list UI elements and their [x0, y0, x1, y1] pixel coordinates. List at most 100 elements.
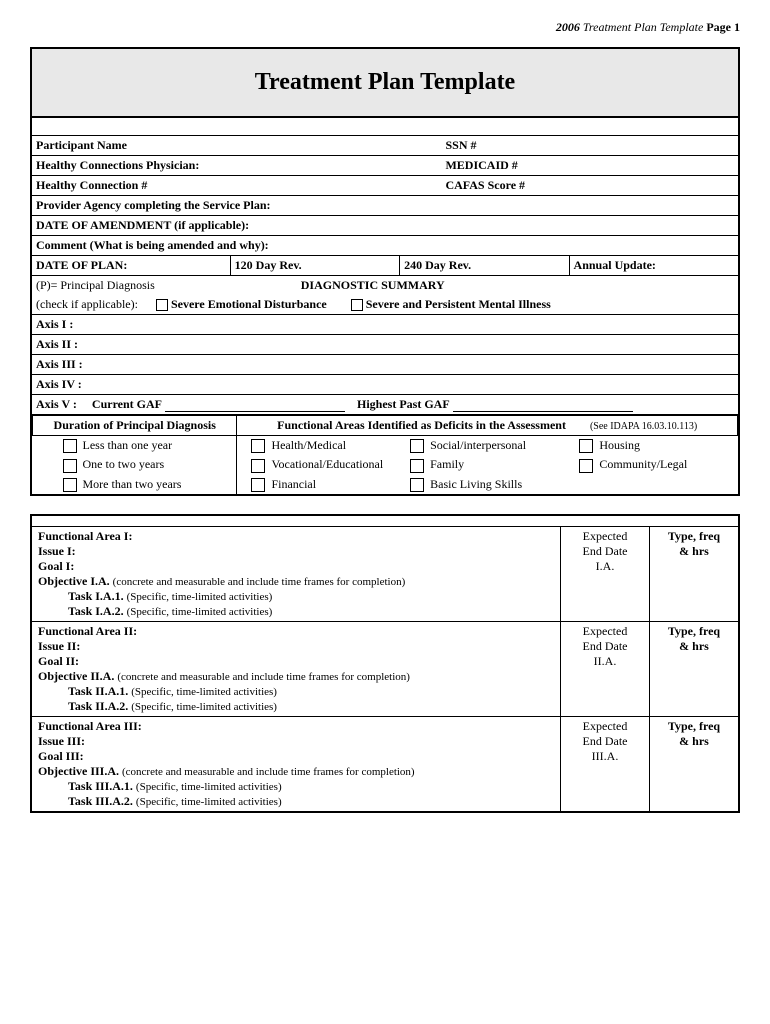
fa2-issue: Issue II:: [38, 639, 554, 654]
axis5-label: Axis V :: [36, 397, 77, 411]
participant-name-label: Participant Name: [32, 136, 441, 156]
hdr-doc: Treatment Plan Template: [583, 20, 703, 34]
page-header: 2006 Treatment Plan Template Page 1: [30, 20, 740, 35]
fa3-issue: Issue III:: [38, 734, 554, 749]
dur2-label: One to two years: [83, 457, 165, 471]
fa1-obj-note: (concrete and measurable and include tim…: [113, 576, 406, 588]
fa1-expected: Expected: [583, 529, 628, 543]
fa2-expected: Expected: [583, 624, 628, 638]
current-gaf-field[interactable]: [165, 399, 345, 412]
axis3-label: Axis III :: [32, 355, 738, 375]
fa2-t2: Task II.A.2.: [68, 699, 128, 713]
fa2-type: Type, freq: [668, 624, 720, 638]
fa1-hrs: & hrs: [679, 544, 709, 558]
fa2-goal: Goal II:: [38, 654, 554, 669]
duration-header: Duration of Principal Diagnosis: [33, 416, 237, 436]
f3-label: Financial: [271, 477, 316, 491]
p-diagnosis-label: (P)= Principal Diagnosis: [36, 278, 155, 292]
fa1-area: Functional Area I:: [38, 529, 554, 544]
f2-label: Vocational/Educational: [271, 457, 383, 471]
date-plan-label: DATE OF PLAN:: [32, 256, 230, 276]
dur3-checkbox[interactable]: [63, 478, 77, 492]
f1-checkbox[interactable]: [251, 439, 265, 453]
dur3-label: More than two years: [83, 477, 182, 491]
fa1-type: Type, freq: [668, 529, 720, 543]
sed-checkbox[interactable]: [156, 299, 168, 311]
hdr-year: 2006: [556, 20, 580, 34]
f6-checkbox[interactable]: [410, 478, 424, 492]
fa3-obj-note: (concrete and measurable and include tim…: [122, 766, 415, 778]
dur2-checkbox[interactable]: [63, 459, 77, 473]
comment-label: Comment (What is being amended and why):: [32, 236, 738, 256]
fa2-hrs: & hrs: [679, 639, 709, 653]
fa3-goal: Goal III:: [38, 749, 554, 764]
cafas-label: CAFAS Score #: [441, 176, 738, 196]
hdr-page-label: Page: [706, 20, 731, 34]
f6-label: Basic Living Skills: [430, 477, 522, 491]
functional-areas-header: Functional Areas Identified as Deficits …: [277, 418, 566, 432]
fa3-area: Functional Area III:: [38, 719, 554, 734]
axis4-label: Axis IV :: [32, 375, 738, 395]
axis1-label: Axis I :: [32, 315, 738, 335]
fa3-type: Type, freq: [668, 719, 720, 733]
f7-checkbox[interactable]: [579, 439, 593, 453]
fa2-t1: Task II.A.1.: [68, 684, 128, 698]
fa3-obj: Objective III.A.: [38, 764, 119, 778]
fa1-enddate: End Date: [583, 544, 628, 558]
f5-label: Family: [430, 457, 464, 471]
fa3-t2-note: (Specific, time-limited activities): [136, 796, 282, 808]
f2-checkbox[interactable]: [251, 459, 265, 473]
provider-label: Provider Agency completing the Service P…: [32, 196, 738, 216]
fa3-hrs: & hrs: [679, 734, 709, 748]
rev120-label: 120 Day Rev.: [230, 256, 399, 276]
current-gaf-label: Current GAF: [92, 397, 162, 411]
fa2-t1-note: (Specific, time-limited activities): [131, 686, 277, 698]
healthy-conn-label: Healthy Connection #: [32, 176, 441, 196]
sed-label: Severe Emotional Disturbance: [171, 297, 327, 311]
fa1-issue: Issue I:: [38, 544, 554, 559]
diagnostic-summary-title: DIAGNOSTIC SUMMARY: [301, 278, 445, 292]
f7-label: Housing: [599, 438, 640, 452]
fa3-t2: Task III.A.2.: [68, 794, 133, 808]
fa3-code: III.A.: [592, 749, 619, 763]
fa3-t1: Task III.A.1.: [68, 779, 133, 793]
fa1-t2: Task I.A.2.: [68, 604, 124, 618]
check-if-applicable-label: (check if applicable):: [36, 297, 138, 311]
idapa-ref: (See IDAPA 16.03.10.113): [590, 421, 697, 432]
f3-checkbox[interactable]: [251, 478, 265, 492]
date-amend-label: DATE OF AMENDMENT (if applicable):: [32, 216, 738, 236]
functional-areas-section: Functional Area I: Issue I: Goal I: Obje…: [30, 514, 740, 813]
fa1-t2-note: (Specific, time-limited activities): [127, 606, 273, 618]
fa1-t1: Task I.A.1.: [68, 589, 124, 603]
rev240-label: 240 Day Rev.: [399, 256, 568, 276]
fa3-t1-note: (Specific, time-limited activities): [136, 781, 282, 793]
fa1-goal: Goal I:: [38, 559, 554, 574]
highest-gaf-field[interactable]: [453, 399, 633, 412]
healthy-phys-label: Healthy Connections Physician:: [32, 156, 441, 176]
fa2-obj: Objective II.A.: [38, 669, 114, 683]
fa2-code: II.A.: [594, 654, 617, 668]
info-section: Participant Name SSN # Healthy Connectio…: [30, 118, 740, 496]
ssn-label: SSN #: [441, 136, 738, 156]
f8-label: Community/Legal: [599, 457, 687, 471]
f1-label: Health/Medical: [271, 438, 346, 452]
spmi-checkbox[interactable]: [351, 299, 363, 311]
f4-checkbox[interactable]: [410, 439, 424, 453]
fa1-t1-note: (Specific, time-limited activities): [127, 591, 273, 603]
fa3-enddate: End Date: [583, 734, 628, 748]
fa2-enddate: End Date: [583, 639, 628, 653]
medicaid-label: MEDICAID #: [441, 156, 738, 176]
fa1-code: I.A.: [596, 559, 615, 573]
fa2-area: Functional Area II:: [38, 624, 554, 639]
f5-checkbox[interactable]: [410, 459, 424, 473]
hdr-page-num: 1: [734, 20, 740, 34]
dur1-label: Less than one year: [83, 438, 173, 452]
axis2-label: Axis II :: [32, 335, 738, 355]
fa2-t2-note: (Specific, time-limited activities): [131, 701, 277, 713]
dur1-checkbox[interactable]: [63, 439, 77, 453]
spmi-label: Severe and Persistent Mental Illness: [366, 297, 551, 311]
fa2-obj-note: (concrete and measurable and include tim…: [117, 671, 410, 683]
f4-label: Social/interpersonal: [430, 438, 526, 452]
fa3-expected: Expected: [583, 719, 628, 733]
f8-checkbox[interactable]: [579, 459, 593, 473]
